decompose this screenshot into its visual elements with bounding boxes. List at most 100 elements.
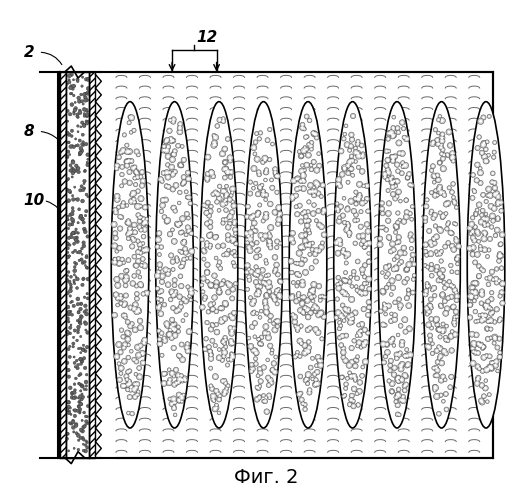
Circle shape bbox=[406, 176, 409, 179]
Circle shape bbox=[232, 250, 236, 254]
Circle shape bbox=[211, 142, 217, 148]
Circle shape bbox=[265, 294, 268, 298]
Circle shape bbox=[388, 249, 394, 254]
Circle shape bbox=[258, 378, 263, 384]
Circle shape bbox=[205, 177, 210, 182]
Circle shape bbox=[475, 252, 480, 258]
Circle shape bbox=[265, 283, 269, 287]
Circle shape bbox=[127, 222, 130, 224]
Circle shape bbox=[498, 294, 502, 298]
Circle shape bbox=[120, 148, 127, 154]
Circle shape bbox=[222, 160, 228, 166]
Circle shape bbox=[311, 160, 317, 164]
Circle shape bbox=[309, 163, 313, 167]
Circle shape bbox=[310, 168, 312, 170]
Circle shape bbox=[346, 144, 348, 146]
Circle shape bbox=[403, 374, 409, 379]
Circle shape bbox=[429, 316, 434, 322]
Circle shape bbox=[138, 275, 142, 279]
Circle shape bbox=[356, 165, 361, 170]
Circle shape bbox=[487, 354, 492, 359]
Circle shape bbox=[279, 280, 282, 283]
Circle shape bbox=[204, 336, 209, 341]
Circle shape bbox=[263, 211, 269, 217]
Circle shape bbox=[267, 332, 269, 334]
Circle shape bbox=[121, 200, 126, 205]
Circle shape bbox=[249, 241, 253, 246]
Circle shape bbox=[367, 259, 371, 263]
Circle shape bbox=[298, 219, 304, 224]
Circle shape bbox=[484, 234, 486, 236]
Circle shape bbox=[80, 362, 82, 365]
Circle shape bbox=[213, 344, 218, 347]
Circle shape bbox=[450, 243, 455, 249]
Circle shape bbox=[483, 222, 485, 224]
Circle shape bbox=[262, 330, 268, 336]
Circle shape bbox=[449, 348, 454, 353]
Circle shape bbox=[470, 232, 472, 234]
Circle shape bbox=[304, 220, 307, 222]
Circle shape bbox=[479, 213, 484, 217]
Circle shape bbox=[347, 224, 350, 226]
Circle shape bbox=[397, 142, 401, 144]
Circle shape bbox=[244, 230, 250, 236]
Circle shape bbox=[265, 294, 268, 296]
Circle shape bbox=[170, 259, 176, 264]
Circle shape bbox=[479, 314, 481, 316]
Circle shape bbox=[468, 302, 473, 307]
Circle shape bbox=[72, 342, 75, 345]
Circle shape bbox=[450, 296, 453, 298]
Circle shape bbox=[311, 130, 318, 137]
Circle shape bbox=[429, 326, 434, 330]
Circle shape bbox=[218, 394, 222, 398]
Circle shape bbox=[293, 282, 294, 284]
Circle shape bbox=[447, 222, 450, 224]
Circle shape bbox=[487, 364, 493, 370]
Circle shape bbox=[145, 248, 148, 252]
Circle shape bbox=[480, 368, 485, 374]
Circle shape bbox=[78, 320, 81, 324]
Circle shape bbox=[254, 322, 256, 324]
Circle shape bbox=[171, 306, 176, 310]
Circle shape bbox=[475, 296, 477, 298]
Circle shape bbox=[352, 405, 355, 407]
Circle shape bbox=[78, 111, 82, 114]
Circle shape bbox=[319, 300, 321, 301]
Circle shape bbox=[127, 230, 132, 235]
Circle shape bbox=[123, 274, 129, 280]
Circle shape bbox=[436, 118, 440, 122]
Circle shape bbox=[476, 341, 481, 347]
Circle shape bbox=[119, 301, 123, 306]
Circle shape bbox=[348, 316, 353, 322]
Circle shape bbox=[181, 217, 184, 220]
Circle shape bbox=[406, 288, 411, 292]
Circle shape bbox=[429, 190, 434, 194]
Circle shape bbox=[480, 400, 483, 402]
Circle shape bbox=[135, 264, 137, 266]
Circle shape bbox=[176, 260, 178, 262]
Circle shape bbox=[478, 368, 480, 370]
Circle shape bbox=[68, 412, 71, 414]
Circle shape bbox=[264, 302, 267, 305]
Circle shape bbox=[495, 216, 501, 222]
Circle shape bbox=[66, 242, 70, 246]
Circle shape bbox=[423, 219, 428, 224]
Circle shape bbox=[343, 320, 345, 322]
Circle shape bbox=[83, 112, 86, 115]
Circle shape bbox=[75, 432, 78, 435]
Circle shape bbox=[132, 200, 136, 204]
Circle shape bbox=[261, 218, 265, 223]
Circle shape bbox=[397, 222, 399, 224]
Circle shape bbox=[260, 132, 262, 134]
Circle shape bbox=[475, 214, 477, 216]
Circle shape bbox=[77, 311, 80, 314]
Circle shape bbox=[255, 352, 257, 354]
Circle shape bbox=[158, 232, 161, 234]
Circle shape bbox=[494, 364, 497, 366]
Circle shape bbox=[113, 208, 118, 213]
Circle shape bbox=[126, 164, 128, 167]
Circle shape bbox=[122, 260, 126, 264]
Circle shape bbox=[437, 226, 443, 232]
Circle shape bbox=[425, 344, 430, 349]
Circle shape bbox=[86, 153, 89, 156]
